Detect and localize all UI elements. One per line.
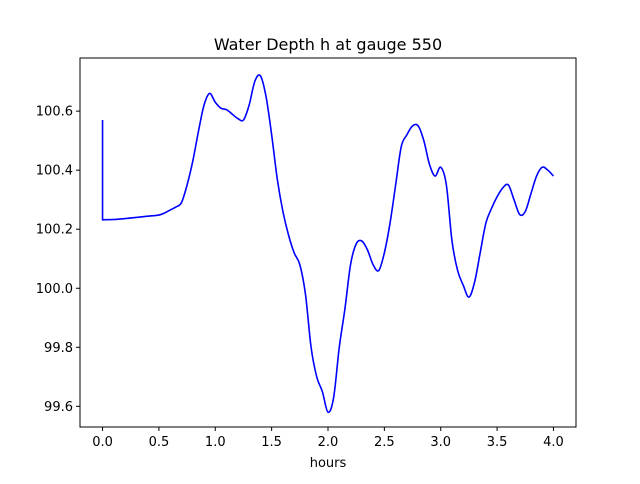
water-depth-series-line	[101, 74, 555, 414]
y-axis-ticks: 99.6 99.8 100.0 100.2 100.4 100.6	[36, 105, 80, 415]
x-tick-label: 1.0	[205, 435, 226, 450]
y-tick-label: 100.0	[36, 282, 73, 297]
x-tick-label: 3.5	[487, 435, 508, 450]
y-tick-label: 99.6	[44, 400, 73, 415]
plot-area-frame	[79, 57, 577, 428]
y-tick-label: 100.6	[36, 105, 73, 120]
x-tick-label: 0.5	[149, 435, 170, 450]
y-tick-label: 100.2	[36, 223, 73, 238]
x-tick-label: 1.5	[261, 435, 282, 450]
series-layer	[101, 74, 555, 414]
x-tick-label: 4.0	[543, 435, 564, 450]
y-tick-label: 100.4	[36, 164, 73, 179]
x-axis-ticks: 0.0 0.5 1.0 1.5 2.0 2.5 3.0 3.5 4.0	[92, 427, 564, 450]
x-tick-label: 2.0	[318, 435, 339, 450]
chart-title: Water Depth h at gauge 550	[214, 35, 442, 54]
x-tick-label: 2.5	[374, 435, 395, 450]
y-tick-label: 99.8	[44, 341, 73, 356]
x-tick-label: 0.0	[92, 435, 113, 450]
x-axis-label: hours	[310, 456, 347, 471]
x-tick-label: 3.0	[430, 435, 451, 450]
